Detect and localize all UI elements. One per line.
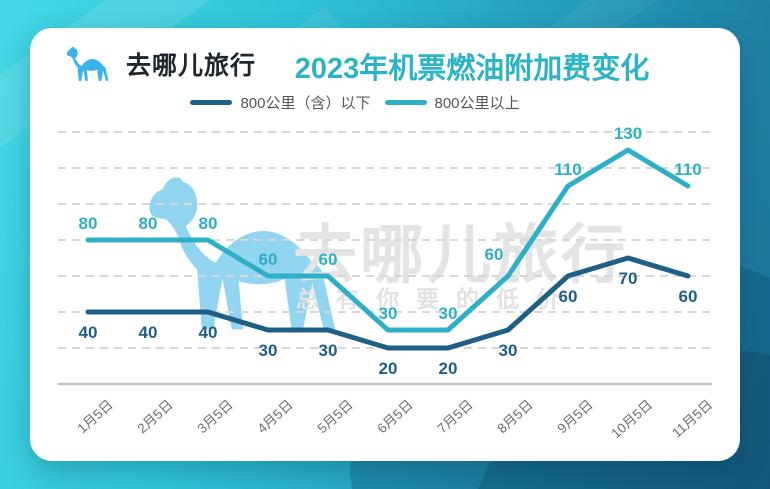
point-label: 30: [499, 341, 518, 360]
legend-item: 800公里以上: [384, 92, 520, 113]
x-axis-label: 9月5日: [554, 396, 596, 437]
point-label: 60: [559, 287, 578, 306]
point-label: 60: [679, 287, 698, 306]
point-label: 60: [319, 250, 338, 269]
point-label: 60: [485, 245, 504, 264]
legend-swatch: [190, 100, 233, 105]
point-label: 30: [259, 341, 278, 360]
legend-label: 800公里以上: [434, 95, 520, 112]
point-label: 40: [139, 323, 158, 342]
point-label: 30: [319, 341, 338, 360]
point-label: 20: [379, 359, 398, 378]
point-label: 80: [199, 214, 218, 233]
legend-label: 800公里（含）以下: [240, 95, 371, 112]
page-title: 2023年机票燃油附加费变化: [294, 53, 650, 85]
series-line: [85, 255, 691, 351]
point-label: 110: [674, 160, 701, 179]
point-label: 20: [439, 359, 458, 378]
brand-name: 去哪儿旅行: [126, 52, 257, 80]
point-label: 70: [619, 269, 638, 288]
x-axis-label: 7月5日: [434, 396, 476, 437]
x-axis-label: 11月5日: [669, 396, 716, 441]
point-label: 30: [439, 304, 458, 323]
legend-item: 800公里（含）以下: [190, 92, 371, 113]
chart-legend: 800公里（含）以下 800公里以上: [30, 92, 680, 113]
legend-swatch: [384, 100, 427, 105]
x-axis-label: 5月5日: [314, 396, 356, 437]
point-label: 40: [199, 323, 218, 342]
x-axis-label: 4月5日: [254, 396, 296, 437]
point-label: 60: [259, 250, 278, 269]
point-label: 40: [79, 323, 98, 342]
point-label: 30: [379, 304, 398, 323]
chart-card: 去哪儿旅行 2023年机票燃油附加费变化 800公里（含）以下 800公里以上 去…: [30, 28, 740, 461]
point-label: 110: [554, 160, 581, 179]
point-label: 130: [614, 124, 642, 143]
x-axis-label: 3月5日: [194, 396, 236, 437]
x-axis-label: 10月5日: [608, 396, 656, 442]
brand: 去哪儿旅行: [64, 44, 256, 84]
point-label: 80: [139, 214, 158, 233]
x-axis-label: 8月5日: [494, 396, 536, 437]
point-label: 80: [79, 214, 98, 233]
camel-logo-icon: [67, 47, 109, 81]
x-axis-label: 6月5日: [374, 396, 416, 437]
x-axis-label: 1月5日: [74, 396, 116, 437]
x-axis-label: 2月5日: [134, 396, 176, 437]
line-chart: 40 40 40 30 30 20 20 30 60 70 60 80 80 80 60 60 30 30 60 11…: [58, 124, 712, 386]
